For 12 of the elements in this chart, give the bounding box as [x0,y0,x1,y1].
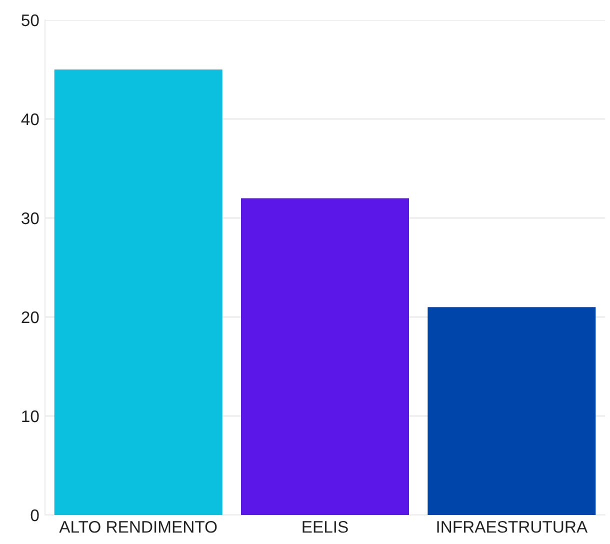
x-tick-label: EELIS [302,520,348,533]
bar [428,307,596,515]
y-tick-label: 0 [30,509,39,522]
y-tick-label: 10 [22,410,39,422]
bar [54,70,222,515]
y-tick-label: 20 [22,311,39,324]
y-tick-label: 50 [22,14,39,26]
y-tick-label: 30 [22,212,39,224]
x-tick-label: INFRAESTRUTURA [437,520,588,533]
x-tick-label: ALTO RENDIMENTO [59,520,217,533]
y-tick-label: 40 [21,113,39,126]
bar [241,198,409,515]
